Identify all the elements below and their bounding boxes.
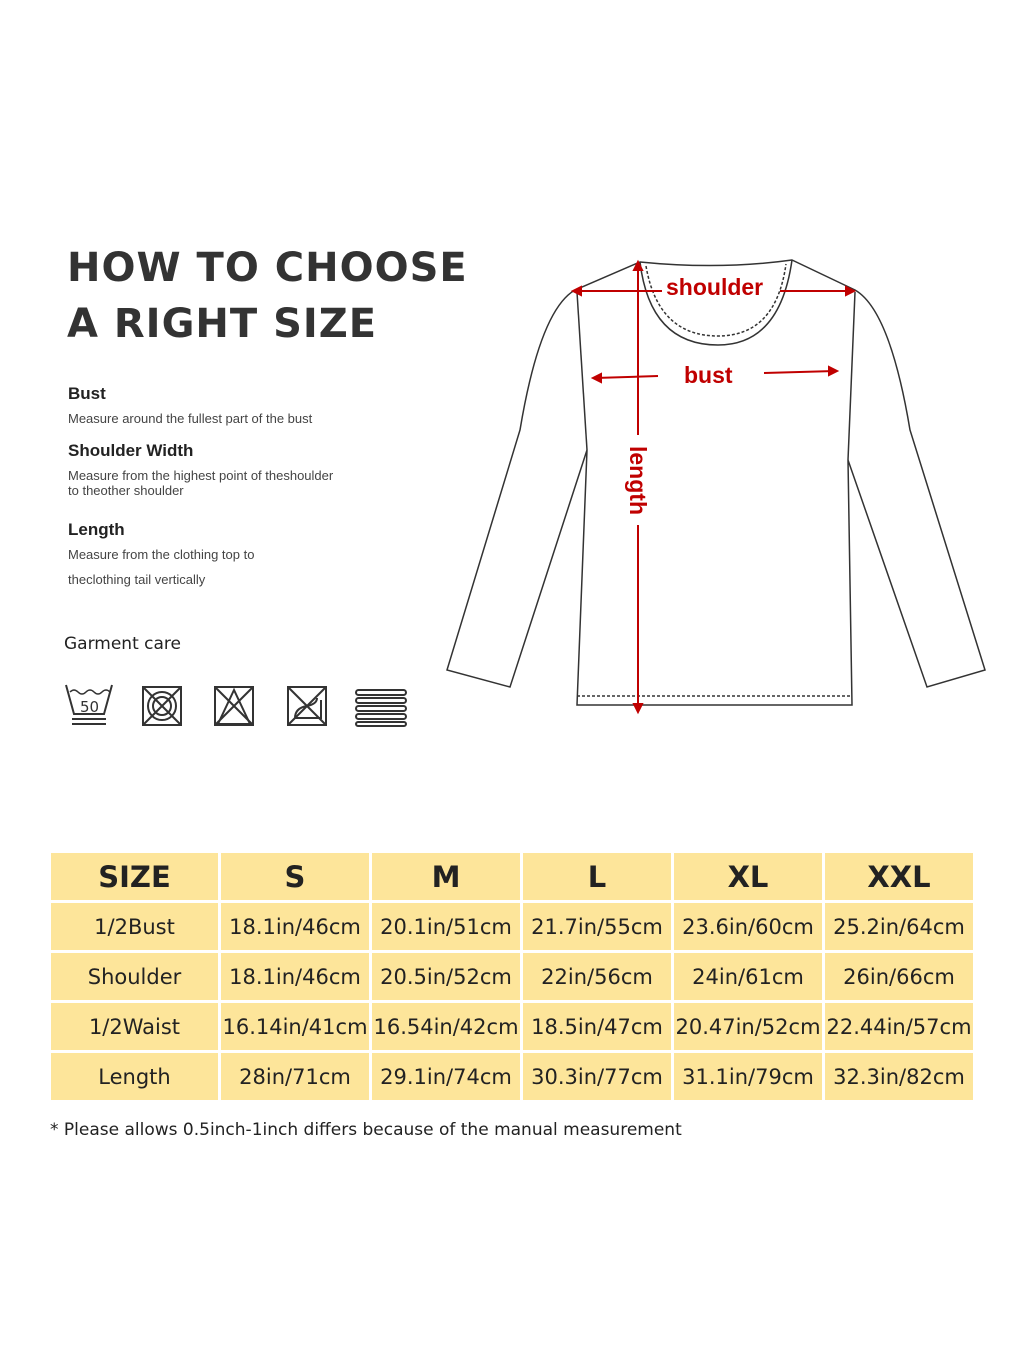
table-cell: 28in/71cm (221, 1053, 369, 1100)
size-table: SIZE S M L XL XXL 1/2Bust 18.1in/46cm 20… (48, 850, 976, 1103)
header-cell: XL (674, 853, 822, 900)
table-cell: 18.1in/46cm (221, 903, 369, 950)
table-row: Length 28in/71cm 29.1in/74cm 30.3in/77cm… (51, 1053, 973, 1100)
shoulder-text-1: Measure from the highest point of thesho… (68, 468, 334, 483)
row-label: 1/2Waist (51, 1003, 218, 1050)
table-cell: 22in/56cm (523, 953, 671, 1000)
table-cell: 21.7in/55cm (523, 903, 671, 950)
garment-care-label: Garment care (64, 634, 181, 654)
row-label: Shoulder (51, 953, 218, 1000)
table-cell: 24in/61cm (674, 953, 822, 1000)
bust-text: Measure around the fullest part of the b… (68, 411, 313, 426)
title-line-2: A RIGHT SIZE (67, 301, 378, 347)
table-row: 1/2Waist 16.14in/41cm 16.54in/42cm 18.5i… (51, 1003, 973, 1050)
length-text-1: Measure from the clothing top to (68, 547, 255, 562)
table-cell: 16.14in/41cm (221, 1003, 369, 1050)
shoulder-text-2: to theother shoulder (68, 483, 184, 498)
flat-dry-icon (355, 689, 407, 727)
page-title: HOW TO CHOOSE A RIGHT SIZE (67, 240, 468, 352)
header-cell: L (523, 853, 671, 900)
table-cell: 20.47in/52cm (674, 1003, 822, 1050)
table-cell: 20.1in/51cm (372, 903, 520, 950)
header-cell: SIZE (51, 853, 218, 900)
header-cell: XXL (825, 853, 973, 900)
header-cell: M (372, 853, 520, 900)
table-cell: 23.6in/60cm (674, 903, 822, 950)
do-not-iron-icon (287, 686, 327, 726)
svg-text:50: 50 (80, 698, 99, 716)
bust-label: bust (684, 362, 733, 388)
table-cell: 31.1in/79cm (674, 1053, 822, 1100)
bust-heading: Bust (68, 384, 106, 403)
table-cell: 18.1in/46cm (221, 953, 369, 1000)
shoulder-label: shoulder (666, 274, 763, 300)
table-cell: 16.54in/42cm (372, 1003, 520, 1050)
measure-arrows (570, 259, 857, 715)
do-not-bleach-icon (214, 686, 254, 726)
table-cell: 18.5in/47cm (523, 1003, 671, 1050)
shirt-outline (446, 259, 986, 706)
do-not-tumble-dry-icon (142, 686, 182, 726)
title-line-1: HOW TO CHOOSE (67, 245, 468, 291)
table-cell: 22.44in/57cm (825, 1003, 973, 1050)
length-label: length (625, 446, 651, 515)
table-cell: 25.2in/64cm (825, 903, 973, 950)
table-cell: 32.3in/82cm (825, 1053, 973, 1100)
shirt-diagram: shoulder bust length (446, 259, 986, 715)
table-cell: 20.5in/52cm (372, 953, 520, 1000)
header-cell: S (221, 853, 369, 900)
table-cell: 29.1in/74cm (372, 1053, 520, 1100)
length-text-2: theclothing tail vertically (68, 572, 206, 587)
measurement-note: * Please allows 0.5inch-1inch differs be… (50, 1120, 682, 1140)
table-header-row: SIZE S M L XL XXL (51, 853, 973, 900)
table-row: Shoulder 18.1in/46cm 20.5in/52cm 22in/56… (51, 953, 973, 1000)
row-label: Length (51, 1053, 218, 1100)
table-row: 1/2Bust 18.1in/46cm 20.1in/51cm 21.7in/5… (51, 903, 973, 950)
length-heading: Length (68, 520, 125, 539)
row-label: 1/2Bust (51, 903, 218, 950)
table-cell: 30.3in/77cm (523, 1053, 671, 1100)
wash-50-icon: 50 (65, 684, 113, 725)
shoulder-heading: Shoulder Width (68, 441, 194, 460)
care-icons: 50 (65, 684, 407, 727)
table-cell: 26in/66cm (825, 953, 973, 1000)
